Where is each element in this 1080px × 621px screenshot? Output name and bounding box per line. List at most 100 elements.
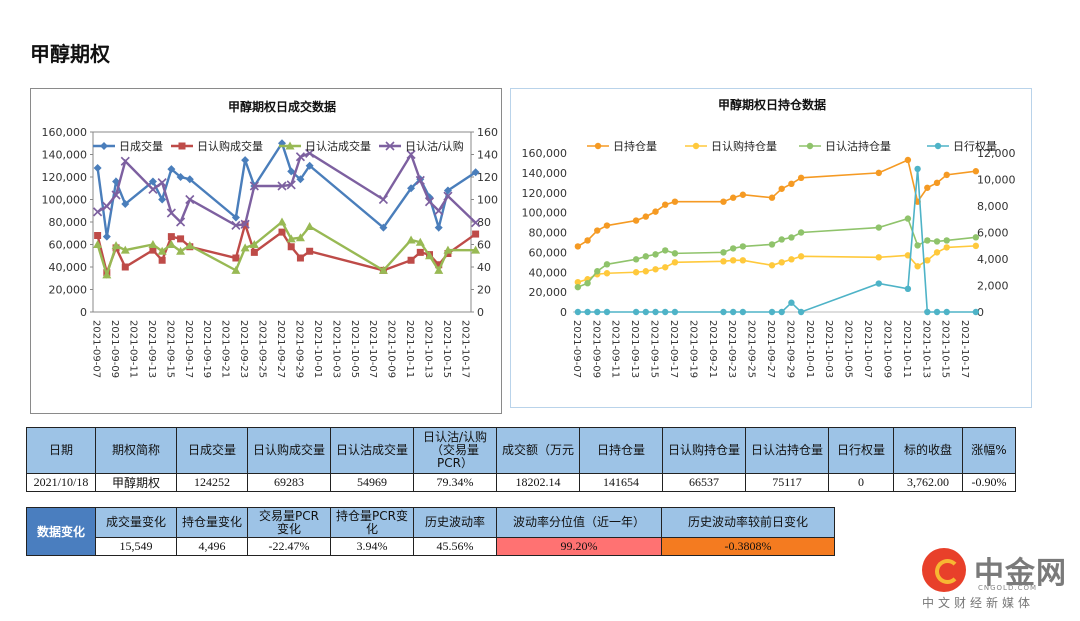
- y-left-tick-label: 0: [560, 306, 567, 319]
- data-point-stroke: [120, 156, 130, 166]
- data-point: [93, 164, 102, 172]
- series-line: [96, 151, 477, 227]
- y-left-tick-label: 120,000: [522, 187, 568, 200]
- daily-summary-header-row: 日期 期权简称 日成交量 日认购成交量 日认沽成交量 日认沽/认购 （交易量 P…: [26, 427, 1016, 474]
- data-point: [176, 246, 186, 255]
- data-point: [642, 268, 650, 275]
- data-point-stroke: [93, 207, 103, 217]
- x-tick-label: 2021-10-15: [940, 320, 951, 378]
- data-point: [933, 308, 941, 316]
- data-point: [632, 308, 640, 316]
- header-cell: 日期: [26, 427, 96, 474]
- data-point: [642, 213, 650, 220]
- data-point: [904, 215, 912, 222]
- data-point: [305, 222, 315, 230]
- data-point: [249, 240, 259, 248]
- data-point: [768, 262, 776, 269]
- x-tick-label: 2021-09-23: [238, 320, 249, 378]
- data-point: [434, 265, 444, 274]
- header-cell: 日持仓量: [579, 427, 663, 474]
- data-point: [278, 228, 286, 236]
- data-point: [788, 180, 795, 188]
- data-point: [788, 299, 795, 306]
- data-point: [788, 234, 795, 241]
- data-point: [671, 259, 679, 266]
- value-cell: 45.56%: [413, 537, 497, 556]
- x-tick-label: 2021-10-03: [823, 320, 834, 378]
- y-right-tick-label: 8,000: [977, 200, 1009, 213]
- data-point: [642, 253, 650, 260]
- data-point: [574, 283, 582, 291]
- y-left-tick-label: 140,000: [522, 167, 568, 180]
- y-right-tick-label: 80: [477, 216, 491, 229]
- data-point: [231, 265, 241, 274]
- data-point: [778, 185, 785, 192]
- data-point: [185, 175, 194, 184]
- value-cell: 3.94%: [330, 537, 414, 556]
- data-point: [778, 308, 785, 316]
- data-point: [434, 206, 444, 216]
- data-point-stroke: [434, 206, 444, 216]
- legend-label: 日认沽持仓量: [825, 139, 891, 153]
- data-point: [914, 165, 921, 173]
- data-point: [378, 265, 388, 274]
- legend-label: 日持仓量: [613, 139, 657, 153]
- daily-summary-table: 日期 期权简称 日成交量 日认购成交量 日认沽成交量 日认沽/认购 （交易量 P…: [26, 427, 1016, 492]
- data-point: [415, 175, 425, 185]
- data-point: [652, 308, 659, 316]
- header-cell: 期权简称: [95, 427, 177, 474]
- value-cell: 0: [828, 473, 894, 492]
- header-cell: 成交量变化: [95, 507, 177, 538]
- x-tick-label: 2021-09-21: [220, 320, 231, 378]
- data-point: [157, 246, 167, 255]
- y-left-tick-label: 140,000: [42, 149, 88, 162]
- data-point-stroke: [240, 219, 250, 229]
- data-point: [158, 256, 166, 264]
- x-tick-label: 2021-09-19: [687, 320, 698, 378]
- data-point: [305, 148, 315, 158]
- data-point: [166, 240, 176, 248]
- data-point: [406, 149, 416, 160]
- y-right-tick-label: 10,000: [977, 174, 1016, 187]
- y-left-tick-label: 100,000: [42, 194, 88, 207]
- header-cell: 波动率分位值（近一年）: [496, 507, 662, 538]
- value-cell: 75117: [745, 473, 829, 492]
- header-cell: 成交额（万元: [496, 427, 580, 474]
- data-point: [443, 186, 452, 195]
- data-point: [739, 243, 747, 250]
- data-point: [407, 184, 416, 193]
- open-interest-chart-svg: 甲醇期权日持仓数据 0 20,000 40,000 60,000 80,000 100,00…: [522, 97, 1016, 378]
- x-tick-label: 2021-09-15: [164, 320, 175, 378]
- data-point: [295, 233, 305, 242]
- data-point: [720, 198, 727, 205]
- data-point: [788, 256, 795, 263]
- data-point: [277, 217, 287, 226]
- data-point: [924, 257, 931, 264]
- logo-name: 中金网: [974, 556, 1067, 591]
- data-point: [149, 246, 157, 254]
- y-right-tick-label: 0: [977, 306, 984, 319]
- data-point: [933, 249, 941, 256]
- data-point: [286, 180, 296, 190]
- x-tick-label: 2021-10-09: [386, 320, 397, 378]
- data-point: [584, 279, 591, 287]
- data-point: [972, 234, 980, 241]
- data-point-stroke: [249, 181, 259, 191]
- data-point: [943, 244, 950, 251]
- legend-marker: [285, 141, 295, 150]
- data-point: [120, 245, 130, 254]
- legend-marker: [100, 142, 108, 150]
- data-point-stroke: [102, 201, 112, 211]
- data-point: [729, 308, 737, 316]
- y-right-tick-label: 6,000: [977, 227, 1009, 240]
- data-point: [305, 161, 314, 170]
- data-change-header-row: 数据变化 成交量变化 持仓量变化 交易量PCR 变化 持仓量PCR变 化 历史波…: [26, 507, 835, 556]
- value-cell: 15,549: [95, 537, 177, 556]
- value-cell: 141654: [579, 473, 663, 492]
- data-point-stroke: [378, 194, 388, 205]
- x-tick-label: 2021-09-25: [746, 320, 757, 378]
- data-point: [768, 308, 776, 316]
- data-point: [240, 243, 250, 252]
- x-tick-label: 2021-09-29: [293, 320, 304, 378]
- data-point-stroke: [471, 218, 481, 228]
